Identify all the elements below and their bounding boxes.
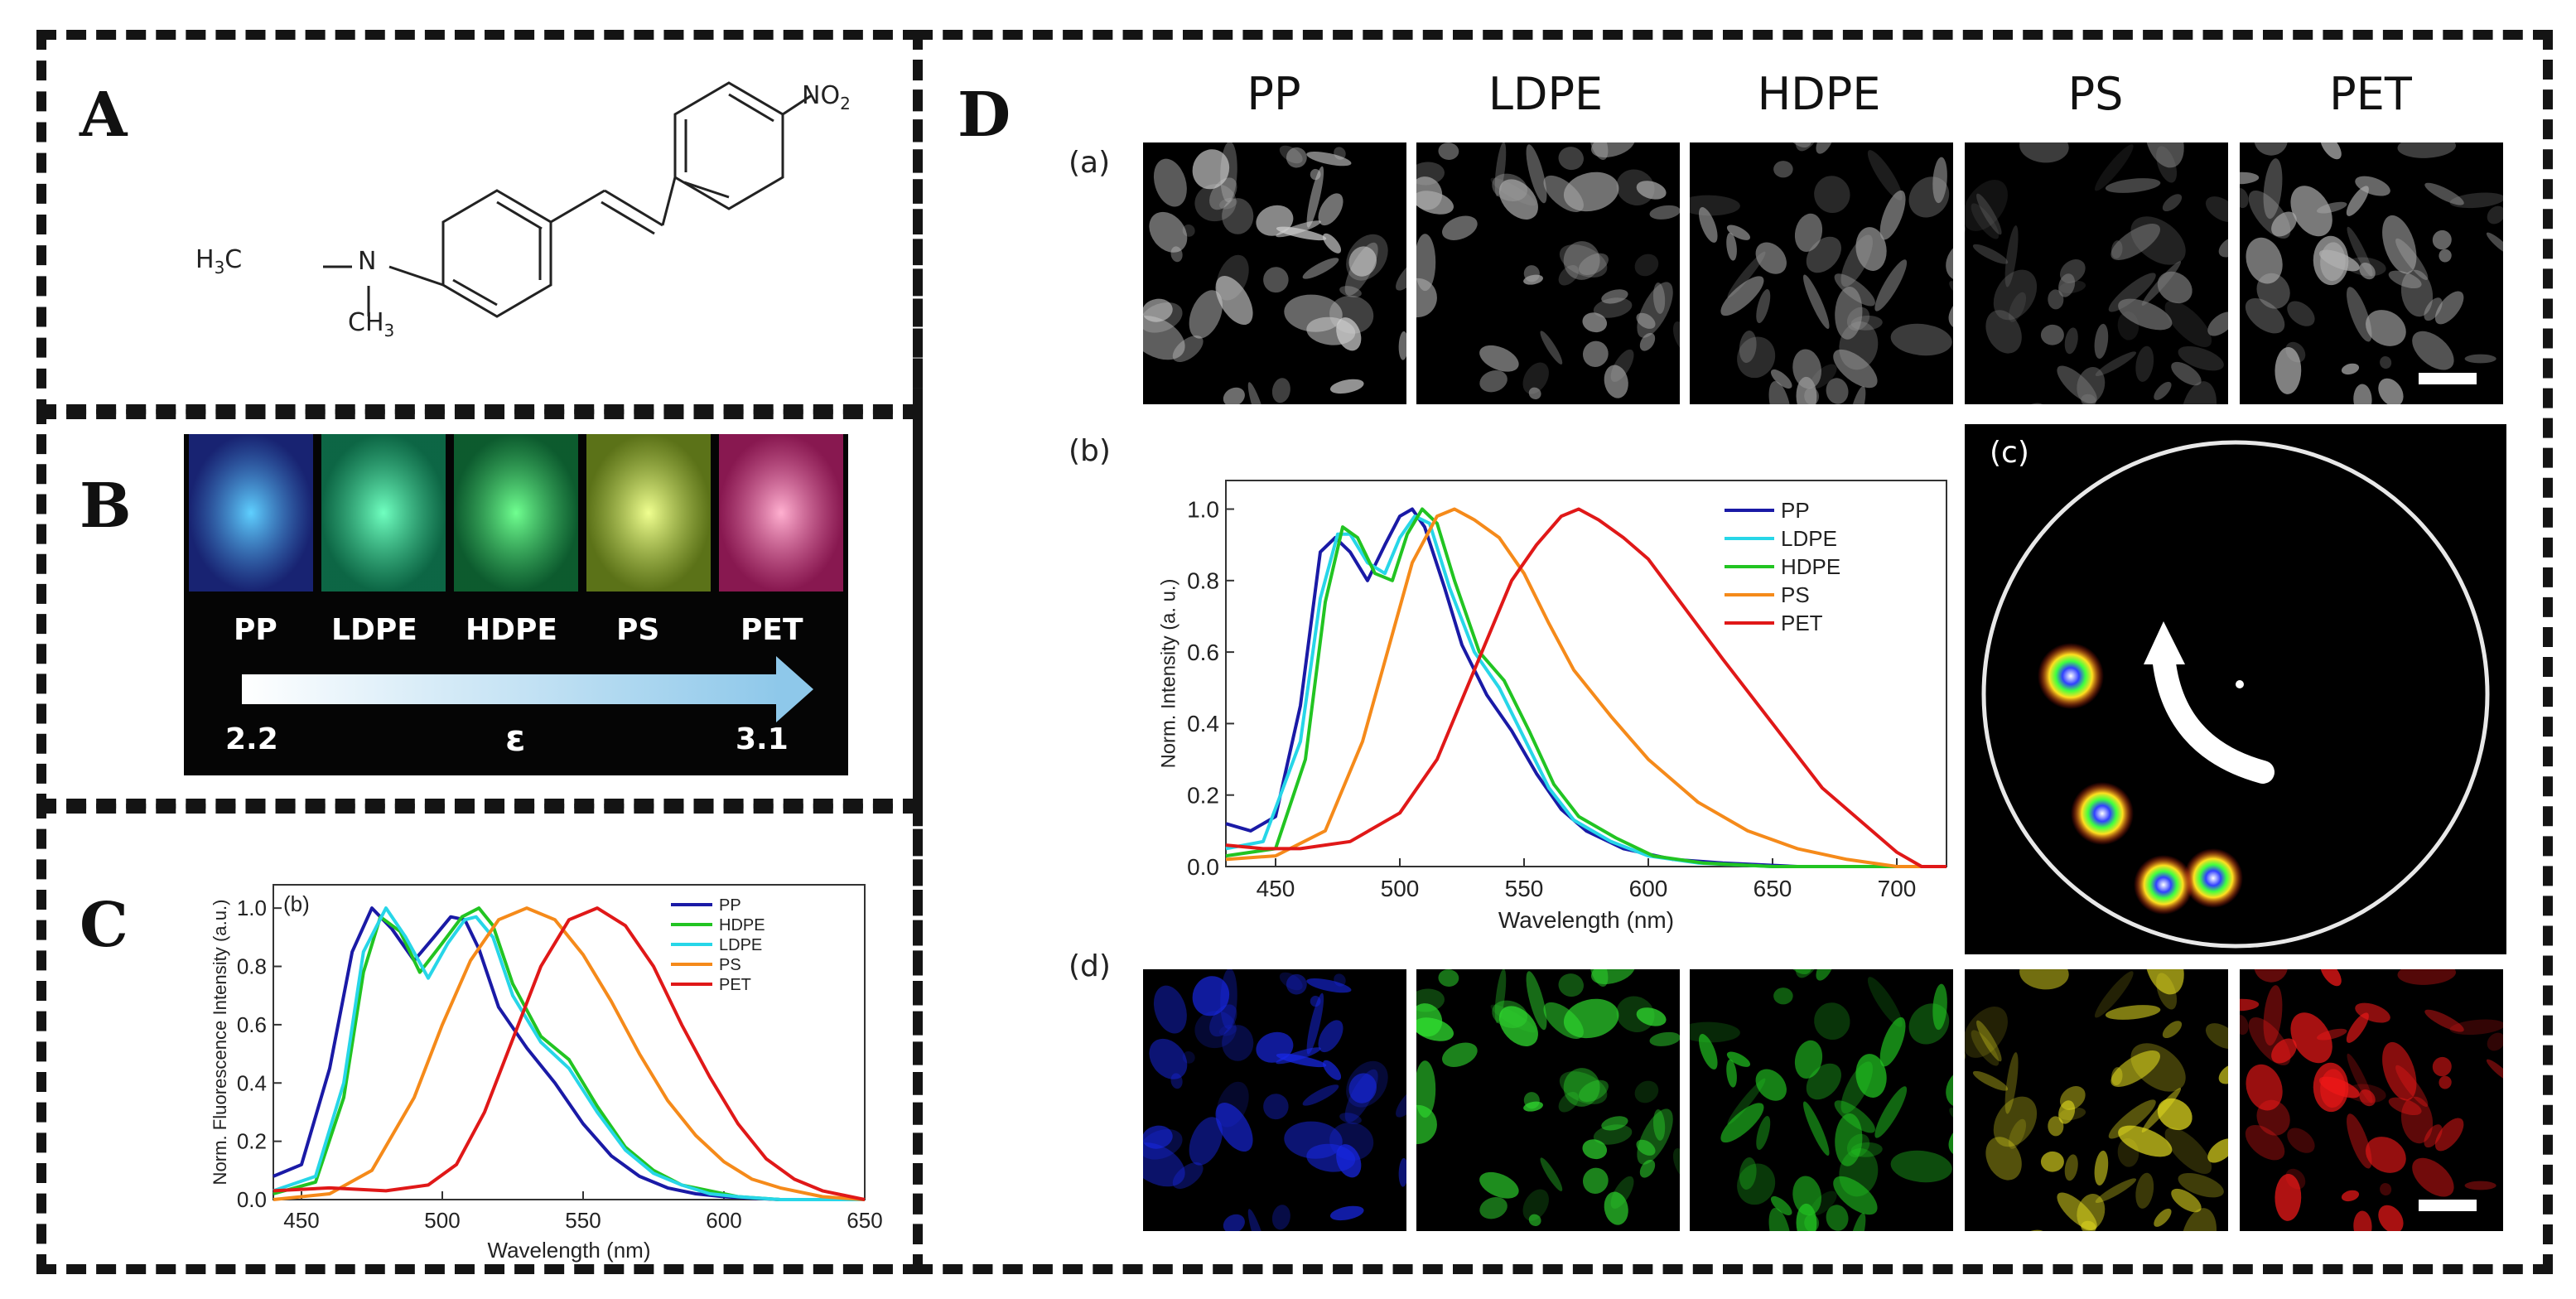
vials-photo xyxy=(184,434,848,775)
y-tick-label: 1.0 xyxy=(237,896,267,920)
legend-label-pp: PP xyxy=(1781,498,1810,523)
x-tick-label: 550 xyxy=(565,1208,601,1233)
legend-label-ldpe: LDPE xyxy=(719,936,762,954)
legend-label-hdpe: HDPE xyxy=(719,916,765,934)
x-axis-label: Wavelength (nm) xyxy=(488,1238,651,1263)
panel-d-letter: D xyxy=(958,80,1011,151)
x-tick-label: 650 xyxy=(1754,876,1792,901)
y-tick-label: 0.0 xyxy=(1187,854,1219,880)
series-line-pp xyxy=(273,906,865,1201)
micrograph-gray-pp xyxy=(1143,142,1406,404)
micrograph-gray-hdpe xyxy=(1690,142,1953,404)
row-label-d: (d) xyxy=(1069,949,1111,983)
scale-bar-top xyxy=(2419,373,2477,384)
y-tick-label: 0.0 xyxy=(237,1187,267,1212)
y-axis-label: Norm. Intensity (a. u.) xyxy=(1157,579,1179,769)
x-tick-label: 550 xyxy=(1505,876,1544,901)
h3c-group: H3C xyxy=(195,245,243,278)
x-tick-label: 450 xyxy=(283,1208,319,1233)
chart-c: 450 500 550 600 650 0.0 0.2 0.4 0.6 0.8 1.0 Wavelen… xyxy=(210,884,883,1263)
x-tick-label: 600 xyxy=(1629,876,1668,901)
y-tick-label: 0.2 xyxy=(237,1129,267,1154)
amine-n: N xyxy=(358,247,377,276)
x-tick-label: 500 xyxy=(424,1208,460,1233)
micrograph-gray-ldpe xyxy=(1416,142,1680,404)
micrograph-gray-pet xyxy=(2240,142,2503,404)
panel-d-frame xyxy=(913,30,2553,1274)
vial-label-pet: PET xyxy=(740,613,803,647)
column-header-pp: PP xyxy=(1247,68,1301,120)
vial-label-pp: PP xyxy=(234,613,277,647)
series-line-ldpe xyxy=(273,906,865,1201)
legend-label-ps: PS xyxy=(719,956,741,974)
x-tick-label: 700 xyxy=(1878,876,1917,901)
micrograph-green-ldpe xyxy=(1416,969,1680,1231)
row-label-b: (b) xyxy=(1069,434,1111,468)
x-tick-label: 600 xyxy=(706,1208,741,1233)
x-tick-label: 500 xyxy=(1381,876,1420,901)
phasor-plot: (c) xyxy=(1965,424,2506,954)
series-line-hdpe xyxy=(273,906,865,1201)
micrograph-blue-pp xyxy=(1143,969,1406,1231)
panel-b-letter: B xyxy=(80,471,132,542)
plot-frame xyxy=(273,884,866,1200)
series-line-ps xyxy=(273,906,866,1201)
epsilon-symbol: ε xyxy=(505,717,526,760)
y-axis-label: Norm. Fluorescence Intensity (a.u.) xyxy=(210,899,230,1185)
vial-label-ldpe: LDPE xyxy=(331,613,417,647)
y-tick-label: 0.8 xyxy=(1187,568,1219,594)
molecule-structure xyxy=(323,81,812,318)
series-line-hdpe xyxy=(1225,507,1946,868)
epsilon-low: 2.2 xyxy=(225,722,278,756)
micrograph-gray-ps xyxy=(1965,142,2228,404)
plot-frame xyxy=(1225,480,1947,867)
column-header-hdpe: HDPE xyxy=(1757,68,1881,120)
epsilon-high: 3.1 xyxy=(736,722,789,756)
column-header-ldpe: LDPE xyxy=(1488,68,1604,120)
vial-label-ps: PS xyxy=(616,613,660,647)
panel-c-letter: C xyxy=(80,890,128,961)
y-tick-label: 0.2 xyxy=(1187,783,1219,809)
legend-label-ldpe: LDPE xyxy=(1781,526,1837,551)
y-tick-label: 1.0 xyxy=(1187,496,1219,522)
y-tick-label: 0.6 xyxy=(237,1012,267,1037)
micrograph-red-pet xyxy=(2240,969,2503,1231)
legend-label-pp: PP xyxy=(719,896,741,915)
ch3-group: CH3 xyxy=(348,308,395,340)
micrograph-yellow-ps xyxy=(1965,969,2228,1231)
column-header-pet: PET xyxy=(2329,68,2412,120)
series-line-ps xyxy=(1225,507,1946,868)
series-line-pet xyxy=(1225,507,1946,868)
series-line-pet xyxy=(273,906,866,1201)
legend-label-ps: PS xyxy=(1781,582,1810,607)
x-tick-label: 650 xyxy=(847,1208,882,1233)
y-tick-label: 0.8 xyxy=(237,954,267,979)
x-tick-label: 450 xyxy=(1257,876,1295,901)
y-tick-label: 0.6 xyxy=(1187,640,1219,665)
row-label-a: (a) xyxy=(1069,146,1111,180)
y-tick-label: 0.4 xyxy=(237,1070,267,1095)
x-axis-label: Wavelength (nm) xyxy=(1498,907,1674,933)
legend-label-pet: PET xyxy=(719,976,751,994)
column-header-ps: PS xyxy=(2067,68,2124,120)
legend-label-hdpe: HDPE xyxy=(1781,554,1840,579)
vial-label-hdpe: HDPE xyxy=(466,613,557,647)
scale-bar-bottom xyxy=(2419,1200,2477,1211)
legend-label-pet: PET xyxy=(1781,611,1823,635)
chart-d-b: 450 500 550 600 650 700 0.0 0.2 0.4 0.6 0.8 1.0 Wave… xyxy=(1157,480,1947,933)
micrograph-green-hdpe xyxy=(1690,969,1953,1231)
row-label-c: (c) xyxy=(1990,436,2029,470)
no2-group: NO2 xyxy=(802,81,851,113)
chart-sublabel: (b) xyxy=(283,891,310,916)
y-tick-label: 0.4 xyxy=(1187,711,1219,736)
panel-a-letter: A xyxy=(80,80,128,151)
